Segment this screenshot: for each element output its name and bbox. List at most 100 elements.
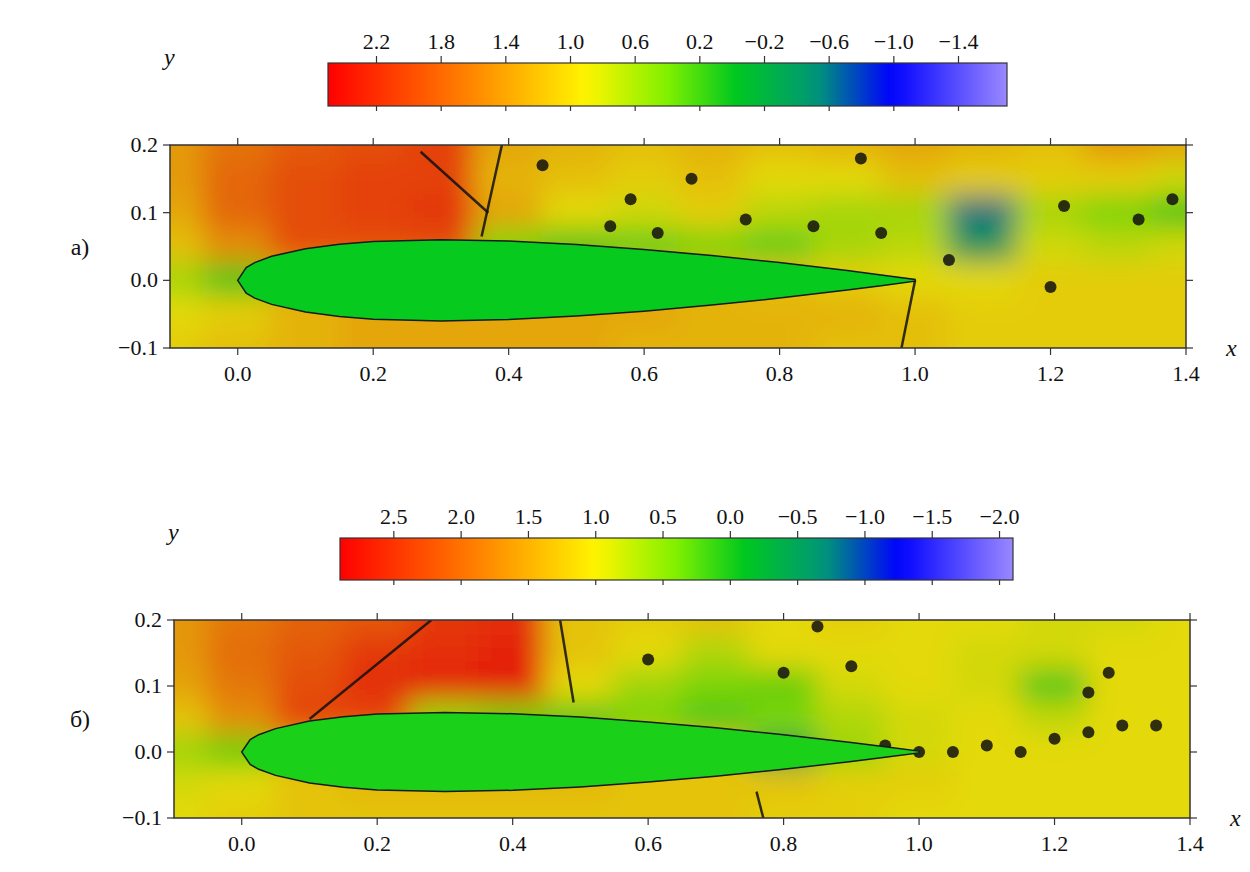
field-cell (542, 145, 612, 163)
field-cell (1151, 145, 1186, 163)
field-cell (170, 145, 205, 163)
colorbar-tick-label: 1.5 (515, 504, 543, 529)
field-cell (952, 620, 1022, 638)
plot-frame (174, 620, 1190, 818)
field-cell (170, 229, 205, 265)
field-cell (609, 330, 679, 348)
field-cell (271, 330, 341, 348)
airfoil (238, 240, 915, 321)
field-cell (681, 636, 751, 671)
y-tick (167, 685, 174, 686)
y-tick-right (1190, 619, 1197, 620)
colorbar-tick (999, 531, 1000, 538)
field-cell (174, 702, 209, 737)
field-cell (952, 669, 1022, 704)
field-cell (812, 296, 882, 332)
field-cell (609, 145, 679, 163)
x-tick-top (779, 138, 780, 145)
y-tick (163, 280, 170, 281)
field-cell (1016, 229, 1086, 265)
airfoil (242, 712, 919, 791)
field-cell (609, 195, 679, 231)
field-cell (271, 161, 341, 197)
y-tick-right (1190, 817, 1197, 818)
colorbar (340, 538, 1013, 580)
y-tick (163, 212, 170, 213)
field-cell (1151, 161, 1186, 197)
field-cell (546, 801, 616, 819)
field-cell (342, 801, 412, 819)
y-tick-label: −0.1 (122, 805, 162, 830)
colorbar-tick-bottom (393, 580, 394, 585)
plot-background (170, 145, 1186, 348)
vortex (1150, 720, 1162, 732)
field-cell (812, 195, 882, 231)
shock-line (421, 152, 489, 213)
plot-frame (170, 145, 1186, 348)
x-tick-label: 1.2 (1037, 361, 1065, 386)
field-cell (1083, 161, 1153, 197)
y-axis-label: y (162, 44, 175, 70)
vortex (947, 746, 959, 758)
field-cell (749, 636, 819, 671)
x-tick-label: 1.4 (1172, 361, 1200, 386)
field-cell (1155, 702, 1190, 737)
shock-line (560, 620, 574, 703)
x-tick (1050, 348, 1051, 355)
y-tick-right (1186, 144, 1193, 145)
colorbar-tick (528, 531, 529, 538)
colorbar-tick-label: 0.6 (621, 29, 649, 54)
x-tick (377, 818, 378, 825)
x-tick-top (914, 138, 915, 145)
field-cell (816, 768, 886, 803)
field-cell (613, 636, 683, 671)
x-tick-label: 1.2 (1041, 831, 1069, 856)
shock-line (757, 792, 764, 818)
x-tick (783, 818, 784, 825)
plot-background (174, 620, 1190, 818)
colorbar-tick-bottom (441, 106, 442, 111)
field-cell (880, 296, 950, 332)
field-cell (681, 801, 751, 819)
field-cell (170, 262, 205, 298)
vortex (1015, 746, 1027, 758)
colorbar-tick-bottom (461, 580, 462, 585)
colorbar-tick-bottom (635, 106, 636, 111)
field-cell (170, 330, 205, 348)
colorbar-tick-bottom (932, 580, 933, 585)
colorbar-tick-label: −0.5 (778, 504, 818, 529)
field-cell (1083, 262, 1153, 298)
x-tick (241, 818, 242, 825)
vortex (740, 213, 752, 225)
x-axis-label: x (1225, 335, 1237, 361)
y-axis-label: y (166, 519, 179, 545)
x-tick (1054, 818, 1055, 825)
field-cell (609, 161, 679, 197)
field-cell (1087, 669, 1157, 704)
field-cell (677, 330, 747, 348)
field-cell (478, 636, 548, 671)
x-tick-label: 0.0 (224, 361, 252, 386)
vortex (1082, 687, 1094, 699)
field-cell (1020, 669, 1090, 704)
field-cell (1016, 195, 1086, 231)
field-cell (406, 195, 476, 231)
colorbar-tick-label: −1.0 (845, 504, 885, 529)
field-cell (816, 801, 886, 819)
vortex (807, 220, 819, 232)
field-cell (1155, 768, 1190, 803)
field-cell (880, 330, 950, 348)
field-cell (952, 702, 1022, 737)
field-cell (542, 161, 612, 197)
field-cell (170, 296, 205, 332)
x-tick-top (1054, 613, 1055, 620)
colorbar-tick-bottom (797, 580, 798, 585)
x-tick-top (648, 613, 649, 620)
x-tick (648, 818, 649, 825)
field-cell (1151, 229, 1186, 265)
colorbar (328, 63, 1007, 106)
field-cell (745, 161, 815, 197)
field-cell (271, 195, 341, 231)
y-tick (163, 144, 170, 145)
y-tick (167, 817, 174, 818)
